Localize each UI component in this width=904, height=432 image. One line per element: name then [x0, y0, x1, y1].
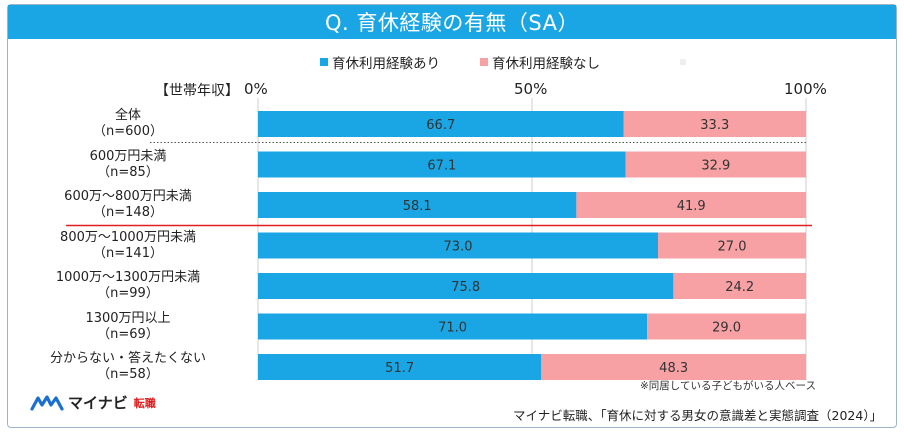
tick-label-50: 50%: [514, 80, 548, 98]
mynavi-logo: マイナビ 転職: [30, 392, 156, 413]
bar-value-label: 51.7: [385, 361, 414, 376]
bar-value-label: 48.3: [659, 361, 688, 376]
category-name: 1300万円以上: [85, 310, 171, 326]
chart-title: Q. 育休経験の有無（SA）: [8, 5, 896, 39]
bar-used-3: [258, 232, 659, 259]
category-name: 600万円未満: [89, 148, 167, 164]
bar-not-used-3: [658, 232, 806, 259]
bar-value-label: 58.1: [403, 199, 432, 214]
footnote: ※同居している子どもがいる人ベース: [640, 380, 816, 392]
tick-label-100: 100%: [784, 80, 827, 98]
category-sample-size: （n=85）: [97, 164, 159, 180]
bar-not-used-1: [625, 151, 806, 178]
bar-value-label: 29.0: [712, 321, 741, 336]
tick-label-0: 0%: [244, 80, 268, 98]
category-sample-size: （n=58）: [97, 367, 159, 382]
logo-sub: 転職: [133, 396, 156, 410]
bar-not-used-4: [673, 273, 806, 299]
bar-used-1: [258, 151, 626, 178]
bar-value-label: 41.9: [677, 199, 706, 214]
category-name: 全体: [114, 108, 141, 123]
mynavi-logo-icon: [30, 394, 64, 411]
bar-not-used-0: [623, 111, 806, 137]
bar-used-6: [258, 354, 542, 380]
category-name: 分からない・答えたくない: [49, 351, 206, 366]
legend-swatch-series-2: [480, 58, 488, 66]
legend: 育休利用経験あり 育休利用経験なし: [320, 52, 686, 72]
legend-label-series-1: 育休利用経験あり: [332, 56, 440, 72]
bar-value-label: 33.3: [700, 118, 729, 133]
category-label: 600万～800万円未満 （n=148）: [8, 189, 248, 221]
category-label: 1300万円以上 （n=69）: [8, 311, 248, 343]
category-label: 800万～1000万円未満 （n=141）: [8, 230, 248, 262]
category-label: 分からない・答えたくない （n=58）: [8, 351, 248, 383]
category-label: 1000万～1300万円未満 （n=99）: [8, 270, 248, 302]
bar-value-label: 66.7: [426, 118, 455, 133]
bar-not-used-6: [541, 354, 806, 380]
source-credit: マイナビ転職、「育休に対する男女の意識差と実態調査（2024）」: [513, 408, 883, 423]
bar-used-0: [258, 111, 624, 137]
category-label: 600万円未満 （n=85）: [8, 149, 248, 181]
bar-used-4: [258, 273, 674, 299]
category-sample-size: （n=69）: [97, 326, 159, 342]
bar-used-5: [258, 313, 648, 340]
bar-not-used-2: [576, 192, 806, 218]
legend-item-series-2: 育休利用経験なし: [480, 52, 600, 72]
bar-value-label: 73.0: [444, 240, 473, 255]
bar-used-2: [258, 192, 577, 218]
bar-value-label: 67.1: [427, 159, 456, 174]
bar-value-label: 27.0: [718, 240, 747, 255]
category-sample-size: （n=148）: [93, 205, 163, 220]
bar-value-label: 75.8: [451, 280, 480, 295]
category-sample-size: （n=600）: [93, 124, 163, 139]
category-name: 800万～1000万円未満: [60, 229, 196, 245]
bar-not-used-5: [647, 313, 806, 340]
bar-value-label: 32.9: [701, 159, 730, 174]
category-sample-size: （n=99）: [97, 286, 159, 301]
logo-name: マイナビ: [68, 394, 128, 412]
category-name: 1000万～1300万円未満: [55, 270, 201, 285]
legend-blank-swatch: [680, 59, 686, 65]
category-name: 600万～800万円未満: [64, 189, 192, 204]
legend-item-series-1: 育休利用経験あり: [320, 52, 440, 72]
legend-label-series-2: 育休利用経験なし: [492, 56, 600, 72]
bar-value-label: 24.2: [725, 280, 754, 295]
legend-swatch-series-1: [320, 58, 328, 66]
category-label: 全体 （n=600）: [8, 108, 248, 140]
bar-value-label: 71.0: [438, 321, 467, 336]
category-sample-size: （n=141）: [93, 245, 163, 261]
axis-group-label: 【世帯年収】: [155, 83, 239, 99]
